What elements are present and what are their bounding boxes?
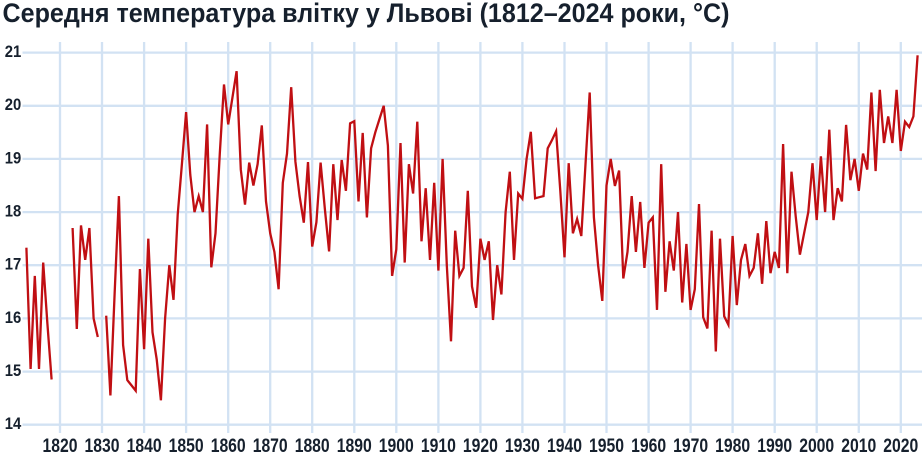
svg-text:2010: 2010	[841, 435, 876, 456]
svg-text:Середня температура влітку у Л: Середня температура влітку у Львові (181…	[3, 0, 730, 28]
svg-text:15: 15	[5, 362, 22, 380]
svg-text:1830: 1830	[85, 435, 120, 456]
svg-text:1920: 1920	[463, 435, 498, 456]
svg-text:2000: 2000	[799, 435, 834, 456]
svg-text:1910: 1910	[421, 435, 456, 456]
svg-text:1880: 1880	[295, 435, 330, 456]
svg-text:1980: 1980	[715, 435, 750, 456]
svg-text:1820: 1820	[43, 435, 78, 456]
svg-text:1950: 1950	[589, 435, 624, 456]
svg-text:16: 16	[5, 309, 22, 327]
svg-text:14: 14	[5, 415, 22, 433]
svg-text:1970: 1970	[673, 435, 708, 456]
svg-text:1860: 1860	[211, 435, 246, 456]
svg-text:19: 19	[5, 149, 22, 167]
svg-text:1940: 1940	[547, 435, 582, 456]
svg-text:1930: 1930	[505, 435, 540, 456]
svg-text:17: 17	[5, 256, 22, 274]
svg-text:1960: 1960	[631, 435, 666, 456]
svg-text:20: 20	[5, 96, 22, 114]
svg-text:2020: 2020	[883, 435, 918, 456]
svg-text:1870: 1870	[253, 435, 288, 456]
svg-text:1850: 1850	[169, 435, 204, 456]
svg-text:1900: 1900	[379, 435, 414, 456]
svg-text:1990: 1990	[757, 435, 792, 456]
svg-text:1890: 1890	[337, 435, 372, 456]
svg-text:18: 18	[5, 203, 22, 221]
svg-text:21: 21	[5, 43, 22, 61]
svg-text:1840: 1840	[127, 435, 162, 456]
